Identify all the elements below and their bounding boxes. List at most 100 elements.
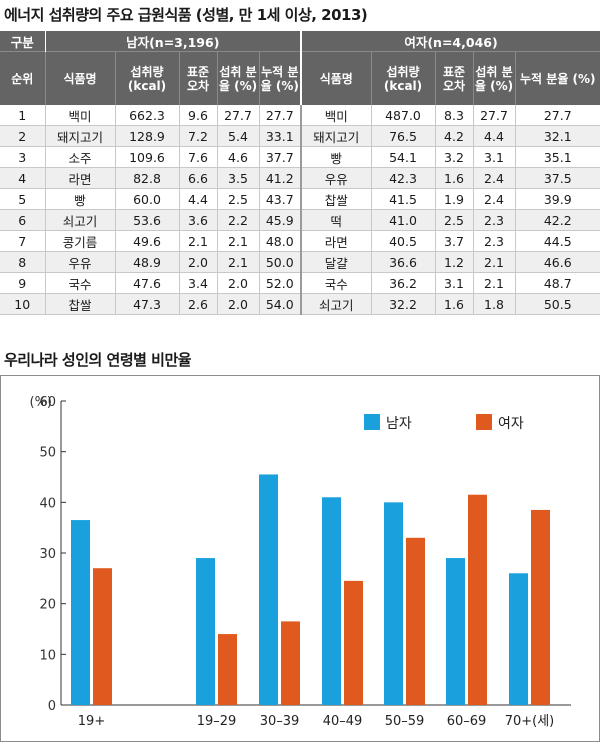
- cell-m-cum: 37.7: [258, 146, 301, 168]
- cell-m-share: 2.2: [216, 209, 259, 231]
- cell-rank: 10: [0, 293, 45, 315]
- y-tick-label: 30: [39, 547, 56, 562]
- col-male-share: 섭취 분율 (%): [216, 51, 259, 105]
- male-header: 남자(n=3,196): [44, 31, 301, 52]
- cell-m-food: 우유: [44, 251, 115, 273]
- chart-title: 우리나라 성인의 연령별 비만율: [4, 351, 192, 369]
- cell-f-cum: 32.1: [514, 125, 600, 147]
- x-tick-label: 50–59: [385, 714, 425, 729]
- cell-f-cum: 44.5: [514, 230, 600, 252]
- cell-f-intake: 42.3: [370, 167, 435, 189]
- cell-f-food: 우유: [300, 167, 371, 189]
- y-tick-label: 60: [39, 395, 56, 410]
- cell-m-share: 3.5: [216, 167, 259, 189]
- cell-rank: 5: [0, 188, 45, 210]
- bar-female: [406, 537, 425, 705]
- x-tick-label: 30–39: [260, 714, 300, 729]
- legend-swatch: [364, 414, 380, 430]
- bar-female: [218, 634, 237, 705]
- cell-m-cum: 43.7: [258, 188, 301, 210]
- cell-m-share: 2.1: [216, 251, 259, 273]
- cell-f-food: 국수: [300, 272, 371, 294]
- cell-m-share: 5.4: [216, 125, 259, 147]
- female-header: 여자(n=4,046): [299, 31, 600, 52]
- cell-rank: 6: [0, 209, 45, 231]
- cell-m-se: 3.6: [178, 209, 217, 231]
- cell-m-se: 6.6: [178, 167, 217, 189]
- cell-m-cum: 52.0: [258, 272, 301, 294]
- cell-f-intake: 487.0: [370, 105, 435, 126]
- intake-table: 구분 남자(n=3,196) 여자(n=4,046) 순위 식품명 섭취량 (k…: [0, 31, 600, 315]
- cell-f-se: 8.3: [434, 105, 473, 126]
- cell-f-food: 돼지고기: [300, 125, 371, 147]
- cell-m-food: 백미: [44, 105, 115, 126]
- cell-f-se: 3.2: [434, 146, 473, 168]
- cell-m-intake: 47.3: [114, 293, 179, 315]
- table-row: 7 콩기름 49.6 2.1 2.1 48.0 라면 40.5 3.7 2.3 44.5: [0, 230, 600, 252]
- cell-m-se: 2.6: [178, 293, 217, 315]
- cell-f-cum: 37.5: [514, 167, 600, 189]
- col-male-cum: 누적 분율 (%): [258, 51, 301, 105]
- y-tick-label: 40: [39, 496, 56, 511]
- bar-male: [322, 497, 341, 705]
- cell-f-se: 1.2: [434, 251, 473, 273]
- cell-f-food: 쇠고기: [300, 293, 371, 315]
- cell-f-se: 1.9: [434, 188, 473, 210]
- legend-swatch: [476, 414, 492, 430]
- cell-f-intake: 32.2: [370, 293, 435, 315]
- y-tick-label: 10: [39, 648, 56, 663]
- cell-m-food: 쇠고기: [44, 209, 115, 231]
- group-header: 구분: [0, 31, 45, 52]
- cell-f-food: 빵: [300, 146, 371, 168]
- cell-m-cum: 50.0: [258, 251, 301, 273]
- cell-f-cum: 50.5: [514, 293, 600, 315]
- cell-f-se: 2.5: [434, 209, 473, 231]
- col-female-share: 섭취 분율 (%): [472, 51, 515, 105]
- legend-label: 남자: [386, 416, 412, 432]
- cell-m-intake: 128.9: [114, 125, 179, 147]
- x-tick-label: 60–69: [447, 714, 487, 729]
- cell-f-intake: 36.2: [370, 272, 435, 294]
- cell-m-cum: 48.0: [258, 230, 301, 252]
- cell-m-intake: 82.8: [114, 167, 179, 189]
- bar-female: [468, 494, 487, 705]
- cell-m-intake: 53.6: [114, 209, 179, 231]
- cell-m-cum: 27.7: [258, 105, 301, 126]
- cell-m-intake: 662.3: [114, 105, 179, 126]
- cell-f-intake: 54.1: [370, 146, 435, 168]
- cell-m-se: 7.2: [178, 125, 217, 147]
- x-tick-label: 19–29: [197, 714, 237, 729]
- cell-f-share: 2.4: [472, 167, 515, 189]
- cell-rank: 3: [0, 146, 45, 168]
- cell-f-intake: 41.0: [370, 209, 435, 231]
- table-row: 2 돼지고기 128.9 7.2 5.4 33.1 돼지고기 76.5 4.2 4.4 32.1: [0, 125, 600, 147]
- cell-m-share: 2.5: [216, 188, 259, 210]
- y-tick-label: 50: [39, 446, 56, 461]
- cell-m-share: 4.6: [216, 146, 259, 168]
- cell-m-share: 2.0: [216, 272, 259, 294]
- col-male-food: 식품명: [44, 51, 115, 105]
- cell-m-se: 2.0: [178, 251, 217, 273]
- table-row: 1 백미 662.3 9.6 27.7 27.7 백미 487.0 8.3 27.7 27.7: [0, 105, 600, 126]
- cell-f-se: 1.6: [434, 293, 473, 315]
- cell-m-cum: 54.0: [258, 293, 301, 315]
- cell-m-se: 2.1: [178, 230, 217, 252]
- bar-male: [71, 520, 90, 705]
- cell-f-cum: 27.7: [514, 105, 600, 126]
- cell-f-cum: 42.2: [514, 209, 600, 231]
- cell-f-food: 달걀: [300, 251, 371, 273]
- x-tick-label: 19+: [78, 714, 105, 729]
- cell-rank: 2: [0, 125, 45, 147]
- y-unit-label: (%): [30, 395, 53, 410]
- bar-female: [93, 568, 112, 705]
- cell-f-food: 떡: [300, 209, 371, 231]
- col-female-food: 식품명: [300, 51, 371, 105]
- bar-chart: 0 10 20 30 40 50 60(%) 19+ 19–29 30–39 40–49 50–59 6…: [30, 395, 571, 729]
- cell-rank: 9: [0, 272, 45, 294]
- cell-f-cum: 35.1: [514, 146, 600, 168]
- table-row: 10 찹쌀 47.3 2.6 2.0 54.0 쇠고기 32.2 1.6 1.8 50.5: [0, 293, 600, 315]
- table-row: 4 라면 82.8 6.6 3.5 41.2 우유 42.3 1.6 2.4 37.5: [0, 167, 600, 189]
- cell-m-cum: 41.2: [258, 167, 301, 189]
- table-row: 9 국수 47.6 3.4 2.0 52.0 국수 36.2 3.1 2.1 48.7: [0, 272, 600, 294]
- cell-f-share: 2.1: [472, 251, 515, 273]
